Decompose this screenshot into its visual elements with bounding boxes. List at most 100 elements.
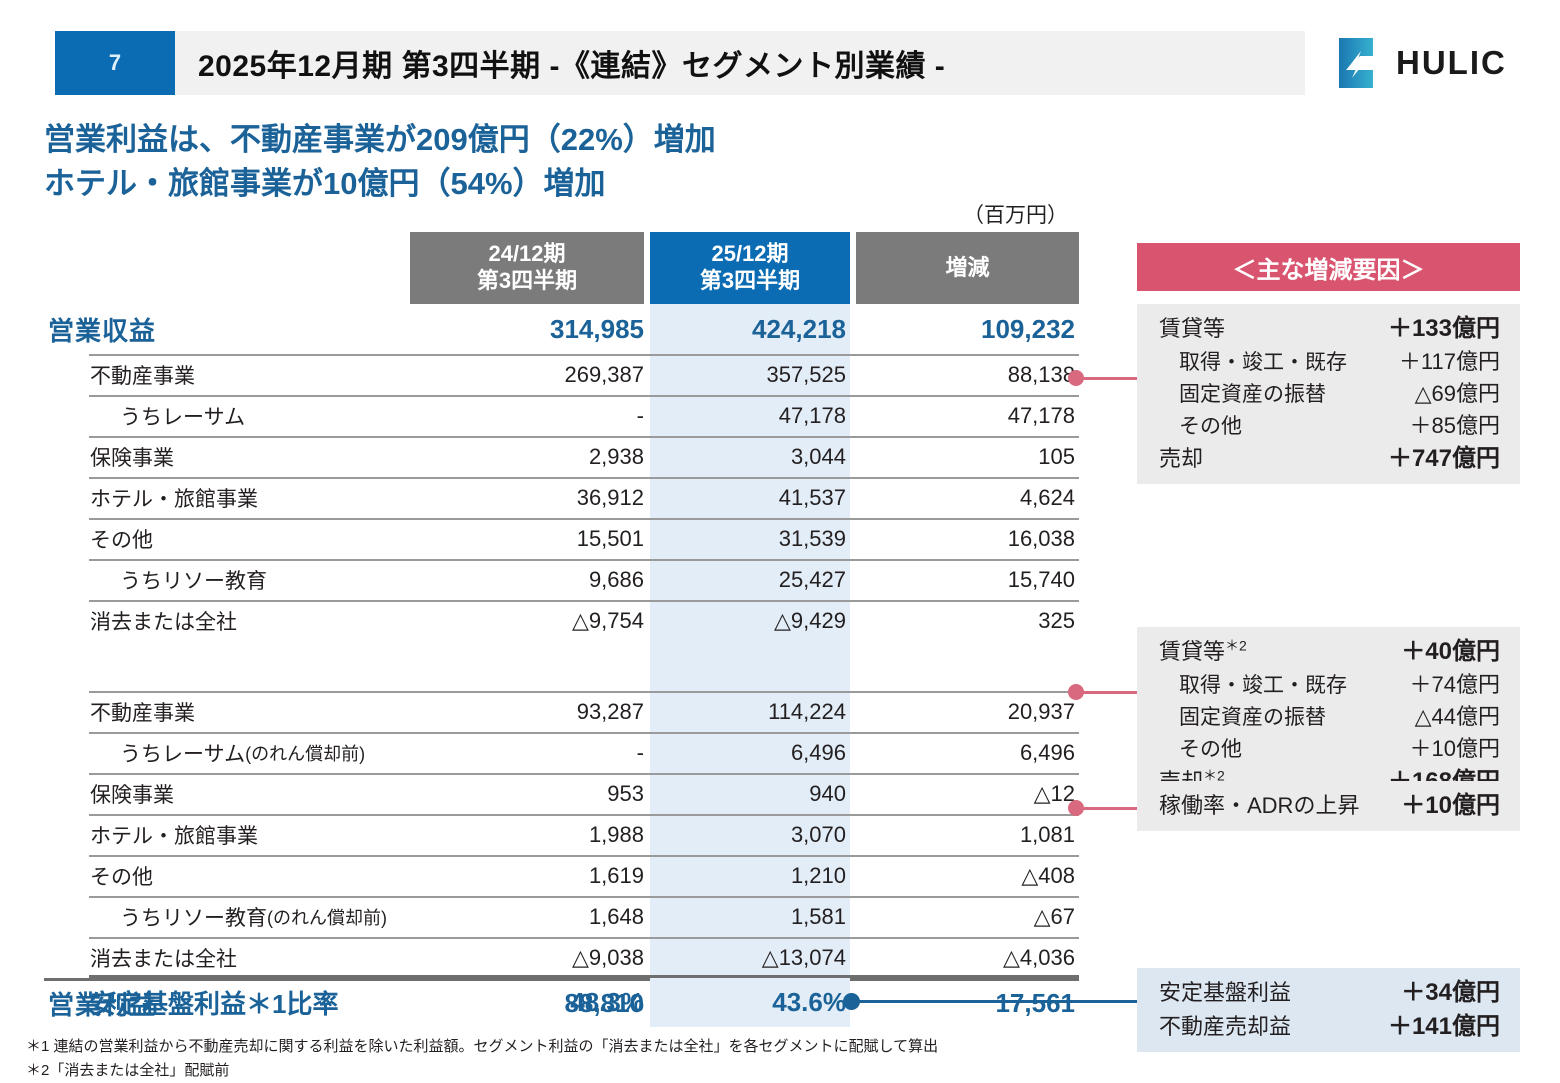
table-total-row: 営業収益 314,985 424,218 109,232: [44, 304, 1079, 354]
total-value-current: 424,218: [752, 313, 846, 344]
factor-footnote-marker: ＊2: [1203, 767, 1225, 784]
row-value-prev: 9,686: [588, 566, 644, 592]
table-row: 不動産事業 93,287 114,224 20,937: [44, 691, 1079, 732]
total-label: 営業収益: [48, 315, 157, 346]
row-label: 消去または全社: [90, 610, 237, 634]
factor-footnote-marker: ＊2: [1225, 637, 1247, 654]
row-value-change: 47,178: [1007, 402, 1075, 428]
row-rule: [89, 600, 1079, 602]
factor-value: ＋133億円: [1387, 315, 1500, 342]
table-row: 保険事業 2,938 3,044 105: [44, 436, 1079, 477]
row-value-prev: 953: [607, 780, 644, 806]
row-value-change: 1,081: [1019, 821, 1075, 847]
row-rule: [89, 436, 1079, 438]
factor-value: ＋34億円: [1401, 979, 1500, 1006]
factor-value: ＋117億円: [1398, 349, 1500, 375]
factor-label: 売却: [1159, 445, 1204, 471]
row-value-change: 15,740: [1007, 566, 1075, 592]
table-bottom-rule: [89, 978, 1079, 981]
row-label: 保険事業: [90, 446, 174, 470]
factor-row: 売却 ＋747億円: [1137, 442, 1520, 476]
factor-row: 取得・竣工・既存 ＋74億円: [1137, 669, 1520, 701]
row-value-prev: 269,387: [564, 361, 644, 387]
factor-label: 固定資産の振替: [1179, 705, 1326, 729]
row-label: うちリソー教育 (のれん償却前): [120, 906, 387, 930]
factor-value: △44億円: [1414, 703, 1500, 729]
hulic-h-mark: [1330, 38, 1382, 88]
header-bar: [175, 31, 1305, 95]
factor-row: 賃貸等 ＋133億円: [1137, 312, 1520, 346]
row-value-prev: 15,501: [576, 525, 644, 551]
factor-label: その他: [1179, 414, 1242, 438]
table-row: うちレーサム - 47,178 47,178: [44, 395, 1079, 436]
ratio-value-prev: 48.3%: [570, 987, 644, 1017]
row-label: その他: [90, 865, 153, 889]
row-rule: [89, 814, 1079, 816]
row-value-change: △67: [1033, 903, 1075, 929]
table-row: ホテル・旅館事業 1,988 3,070 1,081: [44, 814, 1079, 855]
row-label: うちレーサム (のれん償却前): [120, 742, 366, 766]
footnote-2: ＊2「消去または全社」配賦前: [26, 1062, 230, 1079]
row-value-current: △13,074: [761, 944, 846, 970]
row-value-change: 16,038: [1007, 525, 1075, 551]
connector-dot-profit-realestate: [1068, 684, 1084, 700]
factor-row: 取得・竣工・既存 ＋117億円: [1137, 346, 1520, 378]
ratio-highlight-band: [650, 978, 850, 1027]
total-value-change: 109,232: [981, 313, 1075, 344]
factor-value: ＋40億円: [1401, 638, 1500, 665]
factor-value: ＋85億円: [1409, 412, 1500, 438]
row-value-change: △12: [1033, 780, 1075, 806]
connector-line-profit-hotel: [1078, 807, 1137, 810]
current-period-highlight: [650, 304, 850, 978]
row-value-current: 357,525: [766, 361, 846, 387]
row-value-change: 20,937: [1007, 698, 1075, 724]
row-value-current: 1,210: [790, 862, 846, 888]
row-rule: [89, 395, 1079, 397]
table-row: 消去または全社 △9,754 △9,429 325: [44, 600, 1079, 641]
connector-line-revenue-realestate: [1078, 377, 1137, 380]
row-value-current: 940: [809, 780, 846, 806]
factor-label: 稼働率・ADRの上昇: [1159, 793, 1360, 818]
ratio-value-current: 43.6%: [772, 987, 846, 1017]
factor-label: 取得・竣工・既存: [1179, 674, 1347, 698]
ratio-label: 安定基盤利益＊1比率: [90, 989, 339, 1019]
row-label: 不動産事業: [90, 364, 195, 388]
connector-dot-revenue-realestate: [1068, 370, 1084, 386]
row-rule: [89, 559, 1079, 561]
row-value-prev: -: [636, 739, 644, 765]
total-label: 営業利益: [48, 989, 157, 1020]
row-rule: [89, 477, 1079, 479]
row-value-change: 88,138: [1007, 361, 1075, 387]
table-row: ホテル・旅館事業 36,912 41,537 4,624: [44, 477, 1079, 518]
row-rule: [89, 354, 1079, 356]
row-value-current: 6,496: [790, 739, 846, 765]
factor-row: その他 ＋85億円: [1137, 410, 1520, 442]
factor-value: ＋10億円: [1409, 735, 1500, 761]
row-rule: [89, 691, 1079, 693]
factor-value: ＋74億円: [1409, 672, 1500, 698]
hulic-logo: HULIC: [1330, 38, 1507, 88]
table-row: 消去または全社 △9,038 △13,074 △4,036: [44, 937, 1079, 978]
row-value-prev: △9,038: [572, 944, 644, 970]
column-header-prev: 24/12期 第3四半期: [410, 232, 644, 304]
row-label: ホテル・旅館事業: [90, 487, 258, 511]
row-label: 不動産事業: [90, 701, 195, 725]
subtitle-line-2: ホテル・旅館事業が10億円（54%）増加: [44, 166, 606, 202]
factor-value: △69億円: [1414, 380, 1500, 406]
row-rule: [89, 518, 1079, 520]
ratio-top-rule: [89, 975, 1079, 978]
row-label: 保険事業: [90, 783, 174, 807]
factor-label: 不動産売却益: [1159, 1014, 1292, 1040]
table-header-row: 24/12期 第3四半期 25/12期 第3四半期 増減: [44, 232, 1079, 304]
factor-label: その他: [1179, 737, 1242, 761]
row-value-prev: 1,988: [588, 821, 644, 847]
row-value-current: 41,537: [778, 484, 846, 510]
row-value-change: △4,036: [1003, 944, 1075, 970]
row-value-current: △9,429: [774, 607, 846, 633]
ratio-connector-line: [855, 1000, 1137, 1003]
logo-wordmark: HULIC: [1396, 44, 1507, 81]
row-value-current: 3,044: [790, 443, 846, 469]
table-body: 営業収益 314,985 424,218 109,232 不動産事業 269,387 357…: [44, 304, 1079, 1020]
row-value-current: 114,224: [768, 698, 846, 724]
factor-label: 取得・竣工・既存: [1179, 351, 1347, 375]
